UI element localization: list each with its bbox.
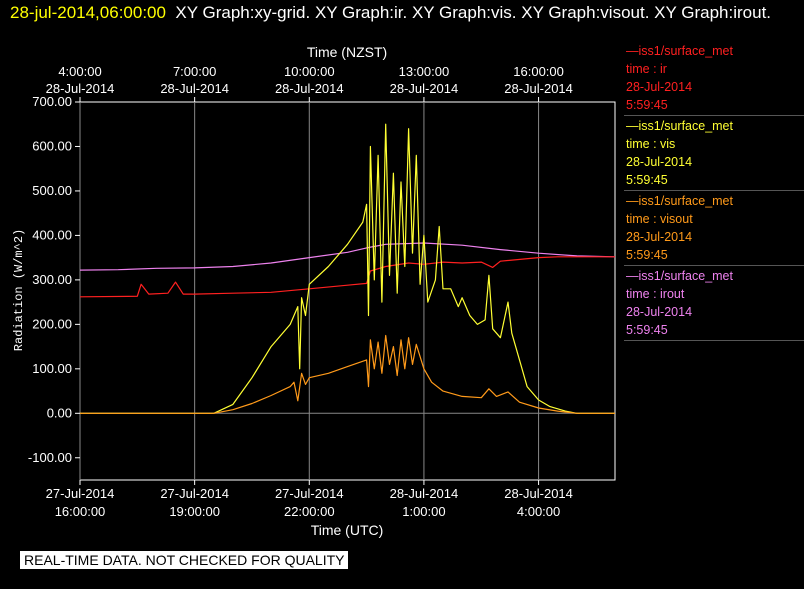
legend-source: —iss1/surface_met [626, 194, 733, 208]
top-tick-label: 28-Jul-2014 [46, 81, 115, 96]
legend-field: time : ir [626, 62, 667, 76]
series-line-timevis [80, 123, 615, 414]
top-tick-label: 28-Jul-2014 [275, 81, 344, 96]
legend-entry-visout: —iss1/surface_met time : visout 28-Jul-2… [624, 192, 804, 266]
x-tick-label: 19:00:00 [169, 504, 220, 519]
y-axis-title: Radiation (W/m^2) [12, 229, 26, 351]
y-tick-label: 200.00 [32, 316, 72, 331]
top-tick-label: 28-Jul-2014 [390, 81, 459, 96]
top-tick-label: 13:00:00 [399, 64, 450, 79]
legend-source: —iss1/surface_met [626, 269, 733, 283]
legend-time: 5:59:45 [626, 323, 668, 337]
legend-date: 28-Jul-2014 [626, 80, 693, 94]
legend-date: 28-Jul-2014 [626, 230, 693, 244]
x-tick-label: 27-Jul-2014 [46, 486, 115, 501]
graph-list: XY Graph:xy-grid. XY Graph:ir. XY Graph:… [175, 3, 772, 22]
plot-area [79, 101, 616, 481]
top-axis-title: Time (NZST) [307, 44, 387, 60]
legend: —iss1/surface_met time : ir 28-Jul-2014 … [624, 42, 804, 342]
legend-field: time : irout [626, 287, 685, 301]
y-tick-label: 500.00 [32, 183, 72, 198]
series-layer [79, 123, 616, 414]
top-tick-label: 16:00:00 [513, 64, 564, 79]
legend-field: time : vis [626, 137, 676, 151]
top-tick-label: 7:00:00 [173, 64, 216, 79]
legend-source: —iss1/surface_met [626, 44, 733, 58]
legend-time: 5:59:45 [626, 98, 668, 112]
top-tick-label: 28-Jul-2014 [160, 81, 229, 96]
top-tick-label: 28-Jul-2014 [504, 81, 573, 96]
legend-entry-irout: —iss1/surface_met time : irout 28-Jul-20… [624, 267, 804, 341]
legend-field: time : visout [626, 212, 693, 226]
y-tick-label: 0.00 [47, 405, 72, 420]
legend-entry-ir: —iss1/surface_met time : ir 28-Jul-2014 … [624, 42, 804, 116]
x-tick-label: 22:00:00 [284, 504, 335, 519]
legend-date: 28-Jul-2014 [626, 305, 693, 319]
x-tick-label: 4:00:00 [517, 504, 560, 519]
y-tick-label: 600.00 [32, 138, 72, 153]
y-tick-label: -100.00 [28, 450, 72, 465]
series-line-timeirout [79, 242, 616, 271]
x-tick-label: 27-Jul-2014 [160, 486, 229, 501]
timestamp: 28-jul-2014,06:00:00 [10, 3, 166, 22]
legend-entry-vis: —iss1/surface_met time : vis 28-Jul-2014… [624, 117, 804, 191]
legend-source: —iss1/surface_met [626, 119, 733, 133]
y-tick-label: 700.00 [32, 94, 72, 109]
legend-time: 5:59:45 [626, 173, 668, 187]
top-tick-label: 10:00:00 [284, 64, 335, 79]
y-tick-label: 400.00 [32, 227, 72, 242]
x-tick-label: 16:00:00 [55, 504, 106, 519]
graph-title: 28-jul-2014,06:00:00 XY Graph:xy-grid. X… [10, 2, 790, 24]
quality-notice: REAL-TIME DATA. NOT CHECKED FOR QUALITY [20, 551, 349, 569]
x-tick-label: 1:00:00 [402, 504, 445, 519]
x-tick-label: 28-Jul-2014 [390, 486, 459, 501]
series-line-timevisout [80, 334, 615, 414]
series-line-timeir [79, 256, 615, 298]
x-tick-label: 28-Jul-2014 [504, 486, 573, 501]
x-tick-label: 27-Jul-2014 [275, 486, 344, 501]
legend-time: 5:59:45 [626, 248, 668, 262]
x-axis-title: Time (UTC) [311, 522, 384, 538]
top-tick-label: 4:00:00 [58, 64, 101, 79]
axes-layer: 27-Jul-2014 16:00:00 27-Jul-2014 19:00:00 27… [28, 64, 573, 519]
legend-date: 28-Jul-2014 [626, 155, 693, 169]
y-tick-label: 100.00 [32, 361, 72, 376]
y-tick-label: 300.00 [32, 272, 72, 287]
